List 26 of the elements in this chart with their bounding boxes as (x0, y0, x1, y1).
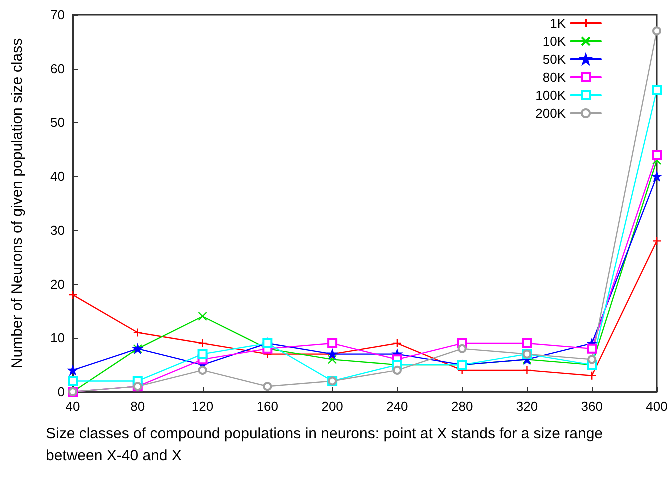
y-tick-label: 0 (58, 384, 65, 400)
y-tick-label: 50 (50, 115, 65, 130)
y-tick-label: 60 (50, 61, 65, 76)
y-tick-label: 70 (50, 8, 65, 22)
y-tick-label: 40 (50, 169, 65, 184)
x-tick-label: 280 (451, 399, 474, 414)
x-axis-title: Size classes of compound populations in neurons: point at X stands for a size range between X-40 and X (46, 426, 608, 464)
x-tick-label: 200 (322, 399, 344, 414)
y-tick-label: 20 (50, 276, 65, 292)
y-tick-label: 10 (50, 330, 65, 346)
x-tick-label: 320 (516, 399, 538, 414)
x-tick-label: 120 (192, 399, 214, 414)
y-axis-title: Number of Neurons of given population size class (9, 38, 26, 369)
x-tick-label: 80 (130, 399, 146, 414)
y-tick-label: 30 (50, 222, 65, 238)
legend-label: 10K (542, 34, 566, 49)
x-tick-label: 40 (66, 399, 80, 414)
legend-label: 200K (536, 106, 566, 121)
legend-label: 100K (536, 88, 566, 103)
x-tick-label: 400 (646, 399, 668, 414)
x-tick-label: 240 (386, 399, 408, 414)
legend-label: 1K (550, 16, 566, 31)
legend-label: 50K (542, 52, 566, 67)
legend-label: 80K (542, 70, 566, 85)
x-tick-label: 360 (581, 399, 603, 414)
x-tick-label: 160 (256, 399, 279, 414)
